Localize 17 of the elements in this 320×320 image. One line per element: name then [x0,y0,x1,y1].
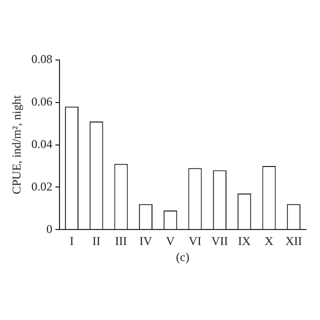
y-tick-label: 0 [46,222,52,236]
x-tick-label: II [92,234,100,248]
x-tick-label: V [166,234,176,248]
text: (c) [176,250,190,264]
x-tick-label: XII [285,234,302,248]
x-tick-label: X [264,234,274,248]
y-tick-label: 0.08 [31,52,52,66]
x-tick-label: VII [211,234,228,248]
x-tick-label: VI [188,234,202,248]
y-axis-title: CPUE, ind/m², night [9,94,24,194]
y-tick-label: 0.06 [31,94,52,109]
y-tick-label: 0.02 [31,179,52,194]
x-tick-label: IX [238,234,252,248]
x-tick-label: I [70,234,74,248]
x-tick-label: IV [139,234,152,248]
y-tick-label: 0.04 [31,136,52,151]
x-tick-label: III [115,234,128,248]
